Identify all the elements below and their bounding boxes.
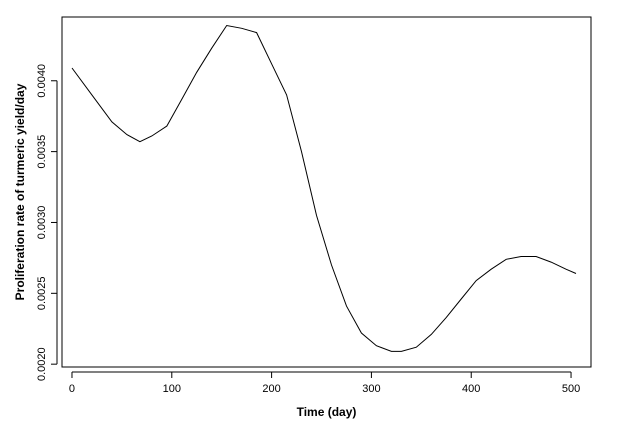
- x-axis-label: Time (day): [297, 405, 357, 419]
- y-tick-label: 0.0035: [36, 135, 48, 169]
- y-tick-label: 0.0020: [36, 347, 48, 381]
- x-tick-label: 100: [163, 383, 181, 395]
- series-points: [72, 25, 577, 352]
- x-tick-label: 500: [562, 383, 580, 395]
- x-tick-label: 400: [462, 383, 480, 395]
- x-axis: 0 100 200 300 400 500: [69, 371, 580, 395]
- series-line: [71, 24, 577, 352]
- y-tick-label: 0.0030: [36, 206, 48, 240]
- x-tick-label: 300: [362, 383, 380, 395]
- y-axis: 0.0020 0.0025 0.0030 0.0035 0.0040: [36, 64, 58, 381]
- x-tick-label: 200: [262, 383, 280, 395]
- plot-frame: [61, 16, 592, 368]
- y-tick-label: 0.0040: [36, 64, 48, 98]
- y-axis-label: Proliferation rate of turmeric yield/day: [13, 83, 27, 300]
- x-tick-label: 0: [69, 383, 75, 395]
- y-tick-label: 0.0025: [36, 276, 48, 310]
